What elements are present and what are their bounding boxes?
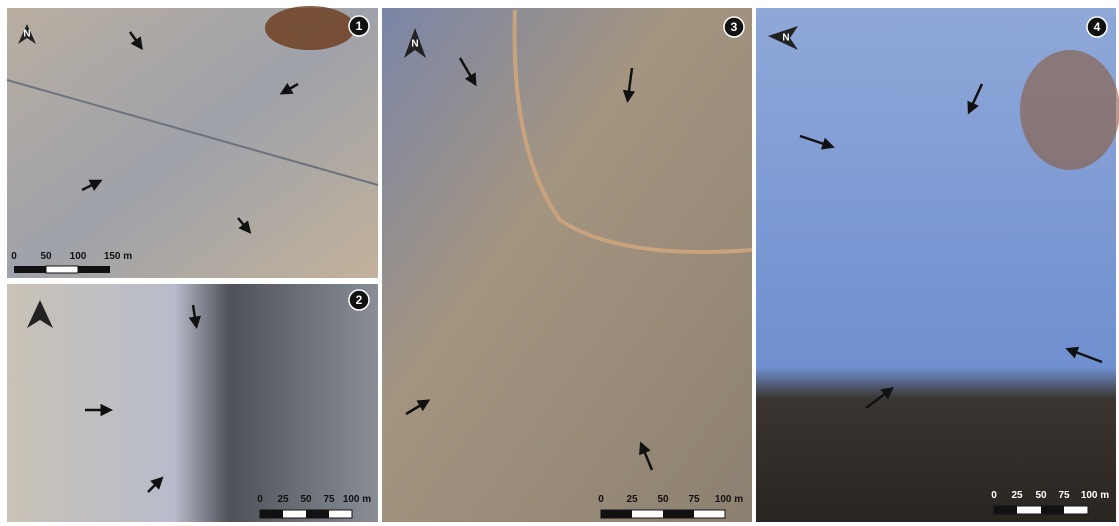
- scale-label: 50: [657, 494, 669, 505]
- terrain: [1020, 50, 1119, 170]
- scale-label: 0: [257, 494, 263, 505]
- scale-label: 75: [1058, 490, 1070, 501]
- scale-bar: [306, 510, 329, 518]
- scale-label: 100 m: [343, 494, 371, 505]
- scale-label: 75: [323, 494, 335, 505]
- north-label: N: [411, 39, 418, 50]
- panel-1: N 1 0 50 100 150 m: [7, 6, 378, 278]
- scale-label: 50: [1035, 490, 1047, 501]
- panel-number: 1: [356, 19, 363, 33]
- scale-label: 150 m: [104, 251, 132, 262]
- figure: N 1 0 50 100 150 m 2 0 25 50 75 100 m: [0, 0, 1119, 526]
- scale-bar: [46, 266, 78, 273]
- north-label: N: [782, 33, 789, 44]
- panel-number: 2: [356, 293, 363, 307]
- scale-label: 75: [688, 494, 700, 505]
- panel-2: 2 0 25 50 75 100 m: [7, 284, 378, 522]
- scale-label: 100: [70, 251, 87, 262]
- scale-label: 0: [11, 251, 17, 262]
- scale-bar: [260, 510, 283, 518]
- scale-label: 100 m: [715, 494, 743, 505]
- scale-bar: [601, 510, 632, 518]
- scale-bar: [78, 266, 110, 273]
- scale-label: 0: [991, 490, 997, 501]
- panel-4: N 4 0 25 50 75 100 m: [756, 8, 1119, 522]
- map-image: [7, 284, 378, 522]
- scale-bar: [14, 266, 46, 273]
- scale-bar: [1041, 506, 1064, 514]
- scale-bar: [994, 506, 1017, 514]
- map-image: [382, 8, 752, 522]
- scale-label: 25: [277, 494, 289, 505]
- scale-label: 50: [40, 251, 52, 262]
- scale-bar: [663, 510, 694, 518]
- north-label: N: [23, 29, 30, 40]
- scale-label: 50: [300, 494, 312, 505]
- scale-label: 25: [626, 494, 638, 505]
- panel-3: N 3 0 25 50 75 100 m: [382, 8, 752, 522]
- panel-number: 3: [731, 20, 738, 34]
- panel-number: 4: [1094, 20, 1101, 34]
- scale-label: 0: [598, 494, 604, 505]
- scale-label: 100 m: [1081, 490, 1109, 501]
- terrain: [265, 6, 355, 50]
- scale-label: 25: [1011, 490, 1023, 501]
